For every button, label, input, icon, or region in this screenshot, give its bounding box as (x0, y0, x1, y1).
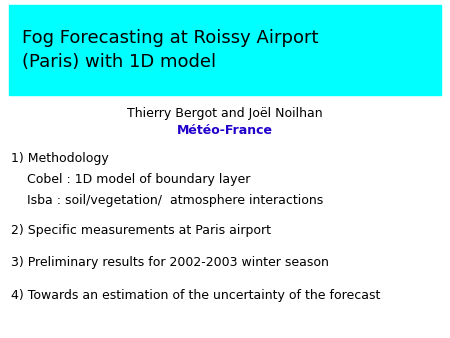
Text: Thierry Bergot and Joël Noilhan: Thierry Bergot and Joël Noilhan (127, 107, 323, 120)
Text: Fog Forecasting at Roissy Airport
(Paris) with 1D model: Fog Forecasting at Roissy Airport (Paris… (22, 29, 319, 71)
Text: Cobel : 1D model of boundary layer: Cobel : 1D model of boundary layer (11, 173, 251, 186)
Text: 4) Towards an estimation of the uncertainty of the forecast: 4) Towards an estimation of the uncertai… (11, 289, 381, 302)
Text: Météo-France: Météo-France (177, 124, 273, 137)
Text: Isba : soil/vegetation/  atmosphere interactions: Isba : soil/vegetation/ atmosphere inter… (11, 194, 324, 207)
Text: 2) Specific measurements at Paris airport: 2) Specific measurements at Paris airpor… (11, 224, 271, 237)
FancyBboxPatch shape (9, 5, 441, 95)
Text: 3) Preliminary results for 2002-2003 winter season: 3) Preliminary results for 2002-2003 win… (11, 257, 329, 269)
Text: 1) Methodology: 1) Methodology (11, 152, 109, 165)
